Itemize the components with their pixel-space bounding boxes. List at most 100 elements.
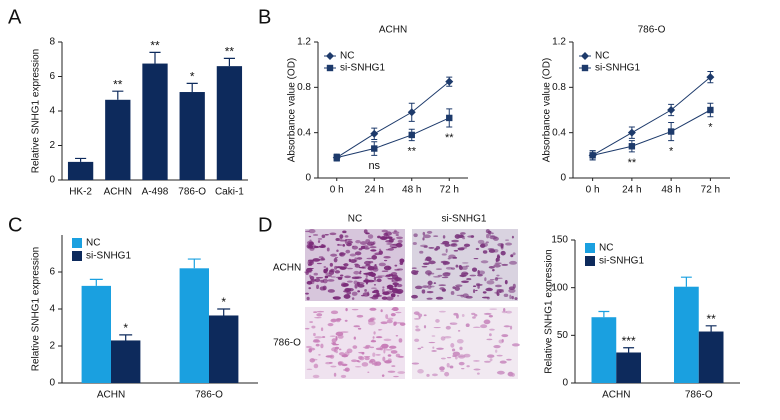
marker	[408, 131, 415, 139]
cell	[313, 317, 322, 319]
cell	[333, 257, 338, 263]
cell	[335, 331, 344, 337]
cell	[344, 287, 352, 292]
panel-label: A	[8, 6, 22, 28]
marker	[370, 129, 379, 138]
cell	[317, 240, 321, 243]
cell	[421, 265, 428, 268]
y-axis-label: Relative SNHG1 expression	[31, 247, 42, 372]
significance: ns	[368, 160, 380, 172]
marker	[667, 128, 675, 135]
cell	[330, 318, 339, 322]
cell	[378, 250, 383, 255]
significance: *	[123, 321, 128, 335]
cell	[364, 346, 370, 350]
cell	[380, 309, 383, 313]
chart-title: ACHN	[379, 25, 407, 36]
cell	[466, 365, 470, 368]
y-tick-label: 0.4	[552, 127, 566, 138]
cell	[436, 347, 444, 350]
cell	[341, 354, 349, 358]
cell	[438, 284, 447, 286]
cell	[354, 284, 358, 289]
cell	[351, 308, 359, 311]
cell	[509, 260, 518, 265]
cell	[335, 237, 340, 241]
cell	[344, 319, 348, 322]
cell	[428, 260, 436, 265]
cell	[505, 310, 513, 314]
error-bar	[217, 308, 231, 316]
cell	[312, 374, 320, 379]
cell	[327, 275, 332, 277]
cell	[399, 258, 405, 264]
cell	[509, 294, 512, 300]
bar	[179, 268, 209, 383]
significance: ***	[622, 334, 636, 348]
cell	[492, 268, 495, 272]
cell	[363, 247, 370, 250]
cell	[501, 339, 504, 343]
x-tick-label: ACHN	[104, 187, 132, 198]
cell	[315, 343, 320, 347]
cell	[387, 370, 396, 373]
cell	[335, 256, 339, 259]
marker	[628, 143, 636, 150]
cell	[487, 230, 492, 235]
cell	[308, 287, 312, 290]
cell	[399, 261, 404, 265]
error-bar	[623, 347, 635, 353]
cell	[440, 260, 449, 264]
cell	[353, 280, 358, 285]
error-bar	[186, 82, 198, 93]
cell	[346, 280, 353, 283]
cell	[365, 232, 370, 235]
cell	[472, 285, 477, 288]
cell	[386, 317, 394, 320]
cell	[329, 232, 337, 236]
cell	[339, 239, 347, 242]
bar	[698, 331, 724, 383]
cell	[344, 235, 349, 238]
bar	[111, 340, 141, 383]
cell	[365, 239, 371, 243]
cell	[497, 256, 501, 259]
cell	[305, 268, 313, 273]
marker	[589, 152, 596, 159]
cell	[339, 266, 347, 270]
cell	[370, 243, 373, 246]
error-bar	[598, 310, 610, 318]
marker	[445, 77, 454, 86]
y-axis-label: Absorbance value (OD)	[542, 58, 553, 163]
bar	[142, 63, 168, 180]
cell	[308, 347, 316, 351]
cell	[440, 370, 445, 372]
cell	[369, 307, 377, 311]
cell	[358, 266, 365, 269]
cell	[309, 260, 314, 266]
cell	[483, 319, 491, 325]
cell	[457, 330, 461, 332]
cell	[473, 368, 481, 371]
cell	[387, 358, 392, 363]
cell	[308, 241, 314, 246]
cell	[358, 351, 365, 354]
cell	[454, 286, 460, 291]
cell	[482, 291, 487, 294]
cell	[431, 335, 436, 337]
cell	[346, 242, 352, 247]
cell	[446, 363, 450, 368]
error-bar	[223, 57, 235, 67]
cell	[449, 322, 458, 325]
cell	[361, 362, 369, 367]
cell	[431, 350, 437, 352]
micrograph	[304, 228, 405, 301]
cell	[352, 345, 358, 349]
y-tick-label: 0	[560, 173, 566, 184]
cell	[433, 282, 437, 284]
cell	[381, 229, 388, 233]
bar	[105, 99, 131, 180]
y-tick-label: 8	[49, 37, 55, 48]
significance: **	[706, 312, 716, 326]
cell	[459, 346, 463, 351]
